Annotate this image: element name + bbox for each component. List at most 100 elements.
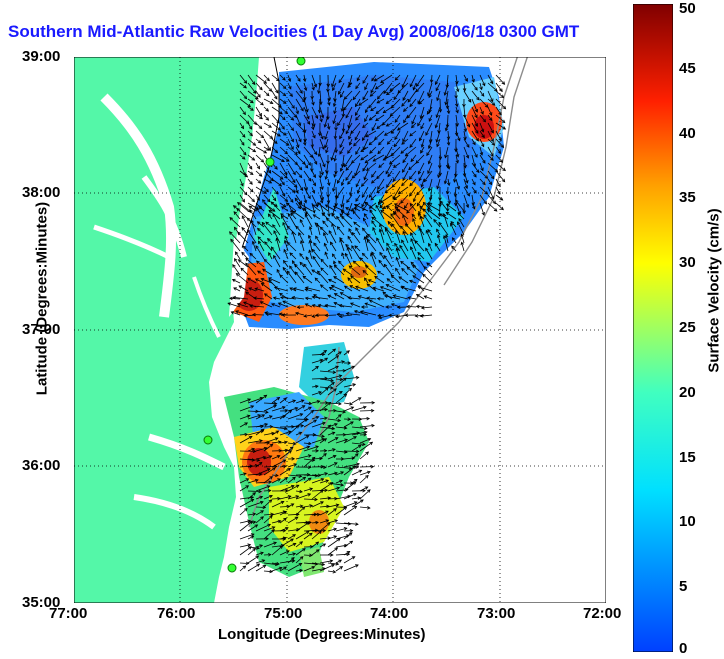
velocity-arrow-head: [303, 418, 308, 422]
velocity-arrow: [322, 220, 329, 228]
y-tick-label: 39:00: [22, 48, 61, 65]
velocity-arrow-head: [345, 167, 349, 171]
velocity-arrow: [255, 544, 263, 548]
velocity-arrow-head: [267, 277, 272, 281]
velocity-arrow-head: [366, 238, 371, 243]
velocity-arrow: [247, 98, 254, 104]
velocity-arrow: [378, 202, 385, 212]
velocity-arrow: [287, 407, 298, 412]
velocity-arrow: [425, 122, 433, 136]
velocity-arrow-head: [315, 313, 319, 317]
velocity-arrow: [412, 275, 425, 284]
velocity-arrow: [327, 375, 342, 380]
velocity-arrow: [463, 186, 470, 197]
velocity-arrow: [299, 219, 305, 228]
velocity-arrow: [338, 260, 345, 268]
velocity-arrow: [355, 114, 361, 121]
velocity-arrow: [335, 527, 347, 532]
velocity-arrow-head: [231, 278, 236, 283]
velocity-arrow-head: [355, 117, 359, 121]
velocity-arrow-head: [282, 221, 286, 226]
velocity-arrow-head: [434, 124, 439, 129]
velocity-arrow: [295, 82, 303, 94]
velocity-arrow-head: [438, 221, 442, 226]
velocity-arrow-head: [394, 136, 398, 141]
velocity-arrow: [368, 186, 377, 198]
velocity-arrow: [255, 122, 262, 129]
velocity-arrow-head: [321, 434, 325, 438]
velocity-arrow-head: [376, 270, 381, 275]
velocity-arrow: [333, 114, 337, 124]
velocity-arrow-head: [299, 90, 303, 94]
x-tick-label: 74:00: [370, 605, 409, 622]
velocity-arrow: [397, 122, 409, 131]
velocity-arrow-head: [260, 277, 265, 282]
velocity-arrow-head: [361, 442, 366, 446]
velocity-arrow-head: [312, 214, 317, 218]
velocity-arrow-head: [324, 136, 328, 140]
velocity-arrow-head: [316, 223, 320, 228]
velocity-arrow-head: [500, 206, 504, 211]
velocity-arrow-head: [333, 293, 338, 297]
velocity-arrow: [351, 397, 362, 404]
velocity-arrow-head: [324, 313, 329, 318]
velocity-arrow-head: [362, 488, 366, 493]
velocity-arrow: [426, 262, 433, 268]
velocity-arrow-head: [248, 436, 253, 440]
velocity-arrow-head: [285, 142, 290, 146]
velocity-arrow: [262, 199, 273, 212]
velocity-arrow-head: [436, 228, 440, 233]
velocity-arrow-head: [320, 171, 324, 176]
velocity-arrow: [367, 297, 377, 300]
velocity-arrow-head: [289, 287, 294, 291]
velocity-arrow-head: [277, 519, 282, 524]
velocity-arrow-head: [457, 212, 461, 216]
velocity-arrow-head: [290, 138, 294, 143]
velocity-arrow-head: [353, 221, 357, 226]
velocity-arrow-head: [243, 313, 248, 318]
velocity-arrow-head: [282, 85, 287, 90]
velocity-arrow-head: [321, 212, 326, 217]
velocity-arrow-head: [250, 405, 255, 409]
velocity-arrow: [347, 178, 353, 185]
velocity-arrow: [319, 378, 334, 382]
velocity-arrow-head: [320, 464, 325, 469]
velocity-arrow-head: [356, 189, 361, 194]
velocity-arrow: [287, 400, 296, 404]
velocity-arrow-head: [348, 265, 353, 269]
velocity-arrow-head: [364, 118, 368, 123]
velocity-arrow-head: [490, 157, 494, 161]
velocity-arrow-head: [290, 117, 295, 121]
velocity-arrow: [443, 213, 449, 228]
velocity-arrow: [343, 383, 356, 388]
velocity-arrow-head: [345, 177, 349, 181]
velocity-arrow: [237, 231, 249, 244]
velocity-arrow: [406, 306, 417, 308]
velocity-arrow: [247, 524, 258, 532]
velocity-arrow: [295, 490, 303, 493]
velocity-arrow-head: [371, 180, 375, 184]
velocity-arrow-head: [286, 241, 291, 246]
velocity-arrow: [383, 82, 393, 94]
velocity-arrow-head: [324, 251, 328, 256]
velocity-arrow-head: [347, 277, 351, 281]
velocity-arrow: [303, 488, 313, 492]
velocity-arrow: [257, 221, 265, 228]
velocity-arrow-head: [364, 277, 368, 282]
velocity-arrow-head: [325, 149, 329, 154]
velocity-arrow-head: [266, 468, 271, 472]
velocity-arrow-head: [402, 97, 406, 101]
velocity-arrow-head: [276, 268, 280, 273]
velocity-arrow-head: [266, 485, 271, 489]
velocity-arrow: [436, 138, 441, 147]
velocity-arrow-head: [402, 169, 406, 173]
velocity-arrow: [343, 505, 357, 516]
velocity-arrow: [341, 215, 353, 228]
velocity-arrow: [327, 562, 339, 565]
velocity-arrow: [355, 106, 361, 116]
velocity-arrow: [233, 211, 241, 220]
velocity-arrow-head: [274, 140, 278, 144]
velocity-arrow-head: [420, 183, 424, 188]
velocity-arrow: [241, 215, 249, 228]
velocity-arrow-head: [427, 160, 432, 165]
